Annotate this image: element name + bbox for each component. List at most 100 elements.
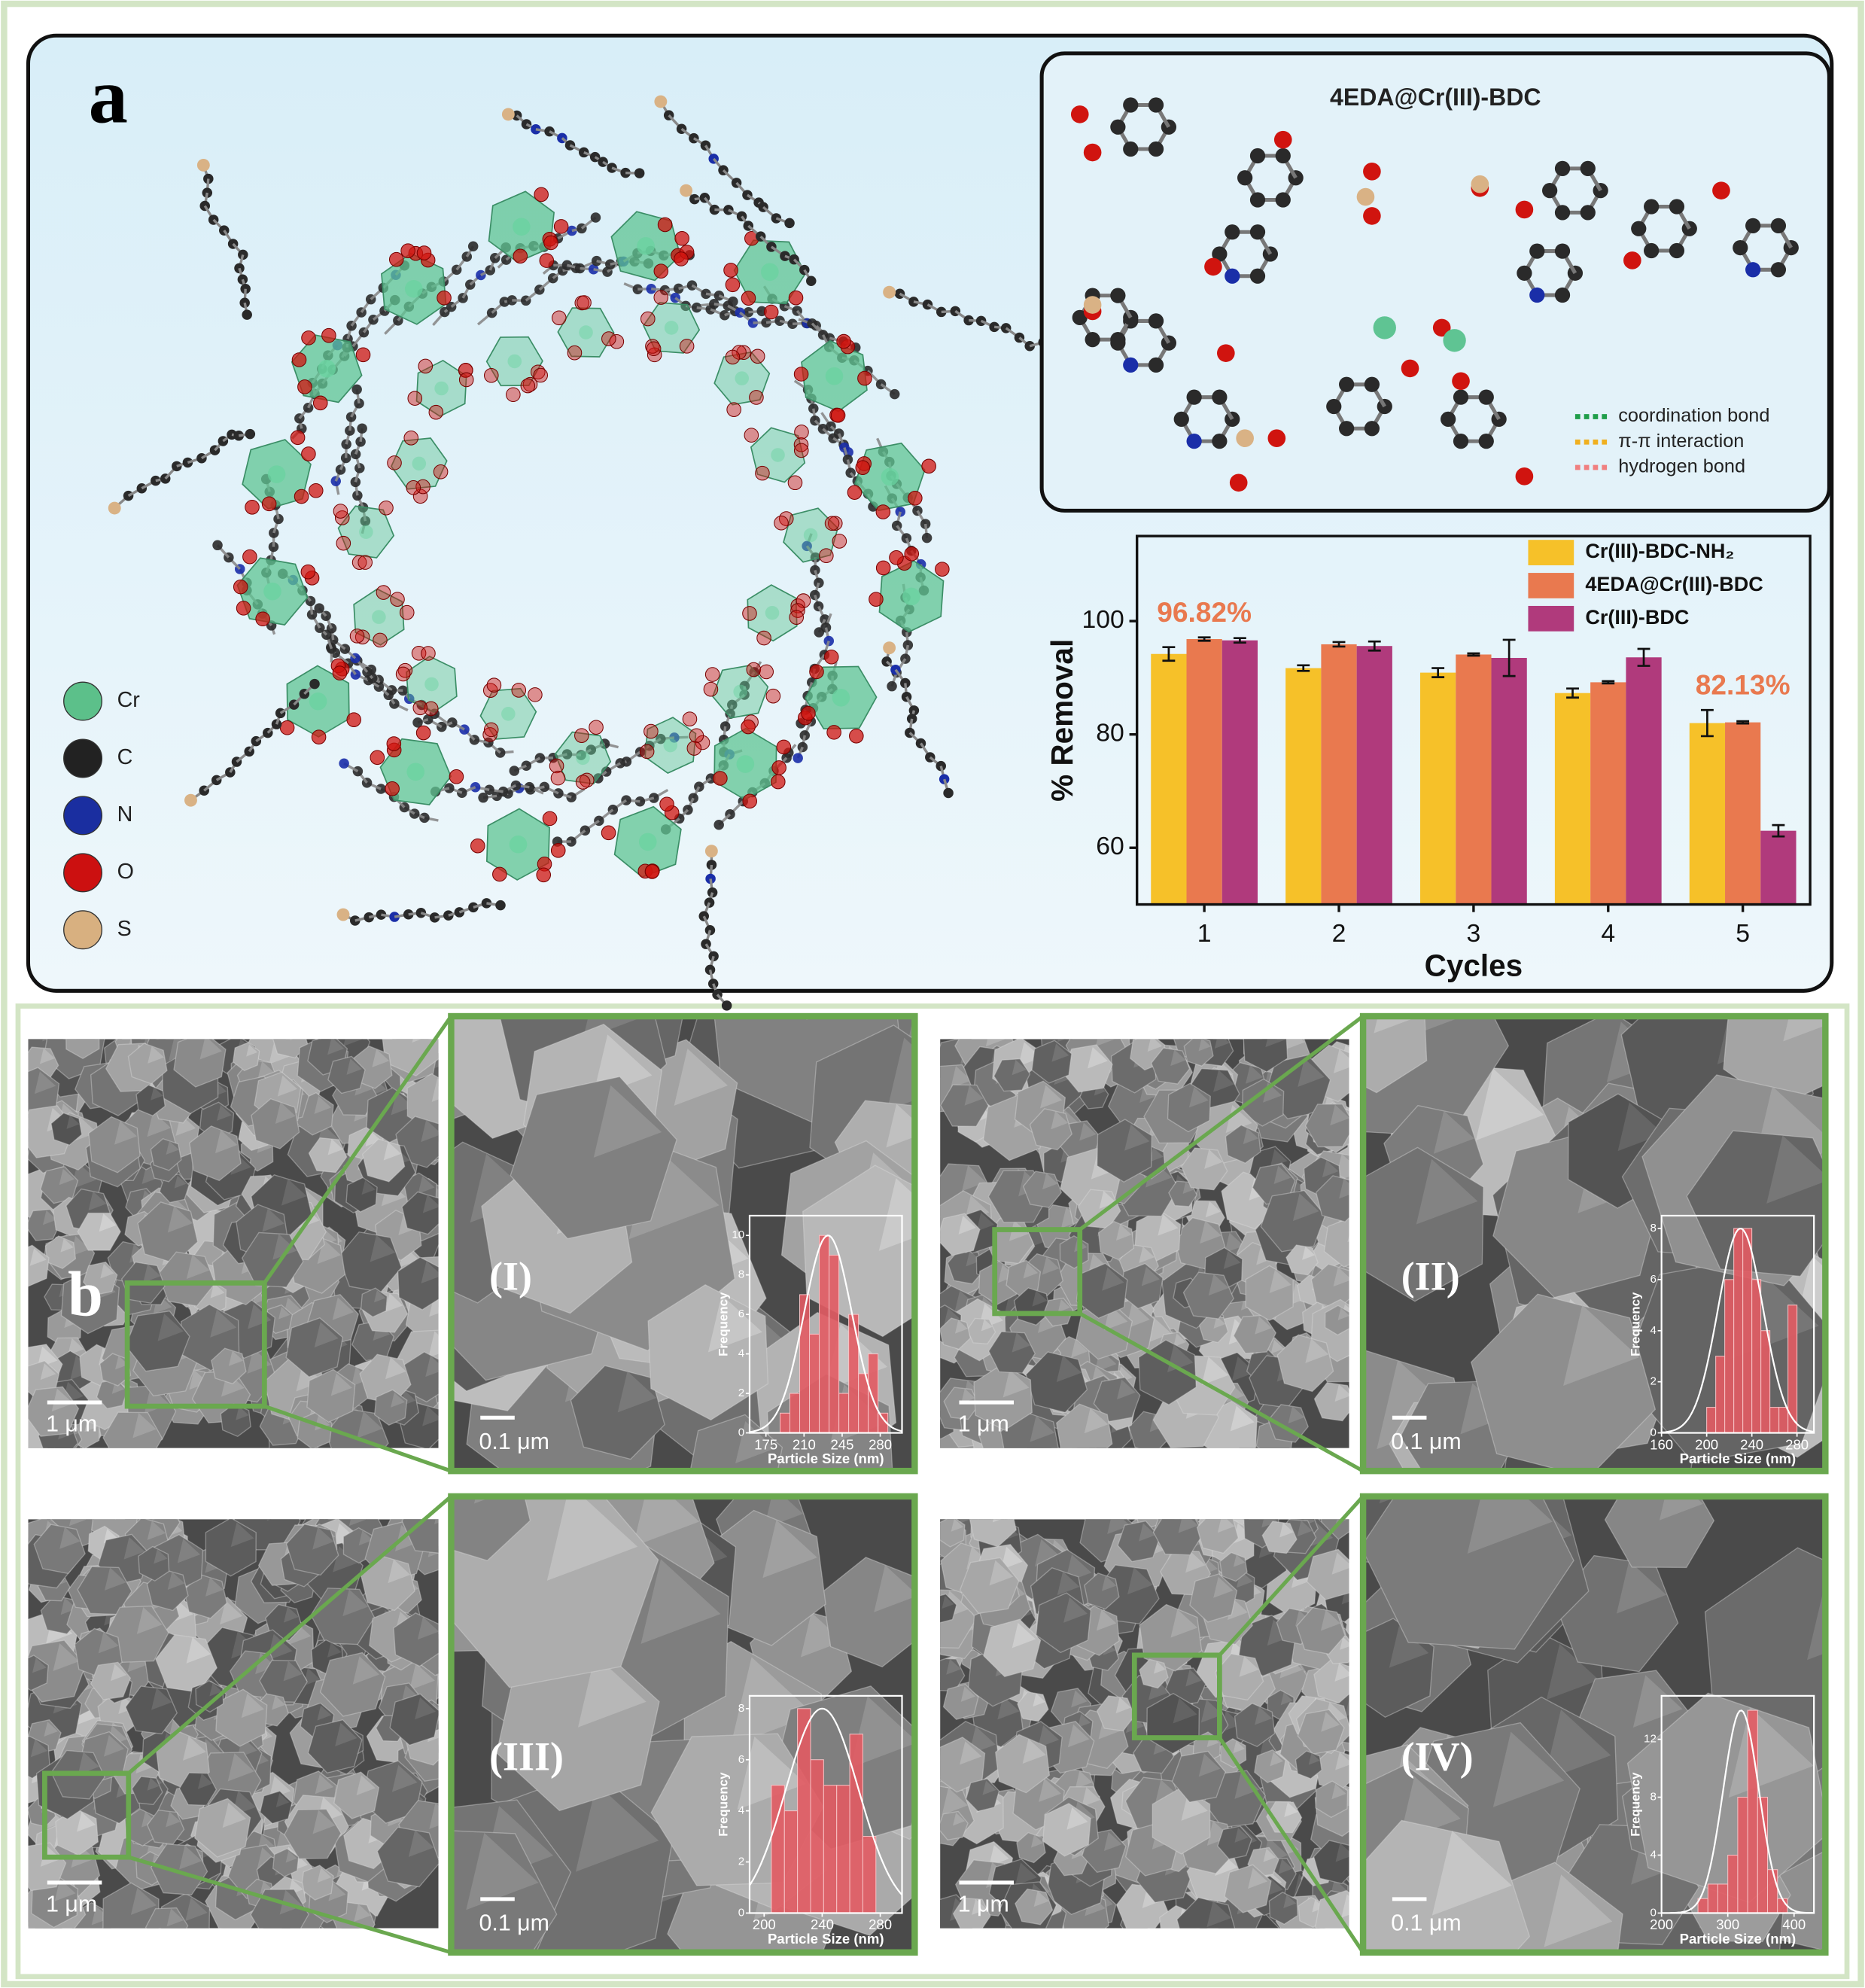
atom (550, 843, 566, 858)
atom (819, 548, 834, 563)
facet (1170, 1609, 1198, 1638)
crystal (451, 1496, 531, 1561)
octahedron (557, 307, 615, 358)
atom (301, 446, 316, 461)
facet (312, 1527, 334, 1550)
facet (281, 1178, 307, 1206)
facet (408, 1830, 434, 1858)
facet (1298, 1058, 1325, 1087)
atom (1478, 389, 1494, 405)
crystal (102, 1882, 160, 1929)
y-tick-label: 80 (1096, 719, 1124, 747)
atom (640, 311, 656, 327)
facet (762, 1520, 817, 1579)
facet (147, 1111, 172, 1137)
facet (1012, 1622, 1036, 1649)
atom (823, 649, 839, 665)
atom (759, 664, 774, 680)
atom (203, 173, 214, 184)
atom (400, 243, 415, 258)
atom (1267, 429, 1286, 448)
atom (1515, 467, 1534, 486)
atom (849, 728, 864, 744)
facet (707, 1295, 762, 1353)
atom (749, 390, 764, 405)
octahedron (485, 336, 543, 387)
atom (721, 1000, 732, 1011)
facet (415, 1697, 436, 1720)
atom (1249, 268, 1266, 284)
facet (1546, 1643, 1599, 1700)
atom (881, 467, 899, 486)
y-tick-label: 10 (732, 1228, 744, 1241)
facet (1067, 1724, 1090, 1748)
atom (1217, 344, 1235, 362)
atom (709, 204, 720, 215)
histogram-bar (836, 1785, 850, 1913)
atom (839, 442, 850, 453)
facet (284, 1606, 299, 1623)
atom (1148, 313, 1164, 329)
octahedron (554, 731, 612, 785)
facet (962, 1164, 987, 1192)
x-tick-label: 200 (1650, 1916, 1673, 1932)
facet (1273, 1165, 1292, 1185)
atom (212, 540, 223, 551)
facet (1280, 1692, 1293, 1706)
octahedron (406, 655, 458, 714)
atom (242, 549, 257, 565)
atom (549, 758, 564, 774)
bar (1456, 654, 1492, 905)
facet (1213, 1070, 1234, 1092)
facet (1042, 1173, 1058, 1190)
facet (1158, 1213, 1179, 1236)
atom (1148, 357, 1164, 373)
atom (733, 684, 747, 699)
error-bar (1162, 646, 1176, 662)
atom (1083, 143, 1102, 162)
facet (1030, 1415, 1055, 1442)
crystal (1363, 1016, 1428, 1094)
legend-swatch (1528, 605, 1574, 632)
atom (528, 687, 543, 702)
atom (809, 664, 824, 680)
zoom-connector (128, 1855, 452, 1955)
atom (857, 370, 872, 386)
atom (1249, 224, 1266, 240)
atom (303, 403, 314, 413)
facet (1284, 1802, 1298, 1818)
atom (704, 845, 718, 858)
atom (725, 349, 741, 365)
atom (1452, 372, 1470, 391)
histogram-bar (790, 1393, 801, 1434)
atom (674, 230, 689, 246)
bar (1725, 722, 1761, 905)
scale-label: 1 μm (958, 1892, 1009, 1916)
facet (1278, 1859, 1293, 1874)
atom (774, 515, 789, 531)
legend-label: Cr(III)-BDC-NH₂ (1585, 540, 1734, 562)
facet (228, 1350, 244, 1366)
atom (761, 263, 779, 282)
atom (1249, 192, 1266, 208)
atom (577, 295, 592, 310)
atom (725, 277, 741, 293)
facet (989, 1845, 1009, 1867)
y-tick-label: 6 (1650, 1273, 1656, 1286)
bar (1689, 723, 1726, 905)
atom (755, 465, 770, 481)
atom (1110, 331, 1126, 348)
atom (1212, 389, 1228, 405)
atom (889, 550, 904, 565)
atom (744, 428, 759, 443)
atom (242, 309, 252, 320)
plot-frame (1136, 534, 1812, 906)
facet (1659, 1496, 1703, 1521)
facet (391, 1392, 405, 1408)
atom (433, 464, 449, 479)
octahedron (643, 302, 701, 354)
error-bar (1772, 824, 1785, 838)
atom (478, 792, 488, 803)
facet (418, 1176, 435, 1194)
facet (583, 1016, 645, 1040)
